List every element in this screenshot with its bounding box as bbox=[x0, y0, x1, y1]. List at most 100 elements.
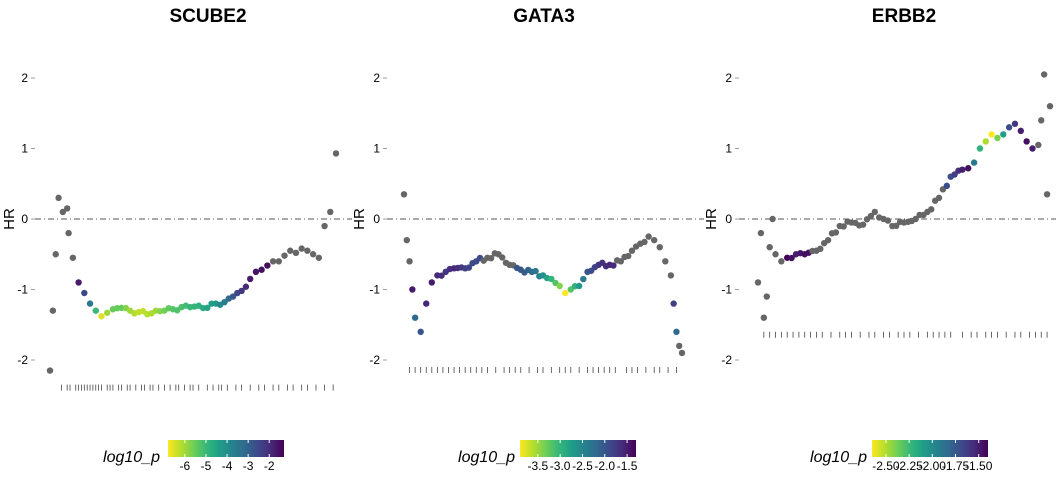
data-point bbox=[298, 245, 305, 252]
legend-tick-label: -2 bbox=[264, 459, 275, 473]
data-point bbox=[221, 298, 228, 306]
data-point bbox=[772, 251, 779, 258]
data-point bbox=[673, 328, 680, 335]
data-point bbox=[242, 283, 250, 290]
legend-tick-label: -4 bbox=[222, 459, 233, 473]
scube2-y-axis-label: HR bbox=[1, 208, 18, 230]
data-point bbox=[778, 258, 785, 265]
data-point bbox=[229, 293, 237, 300]
data-point bbox=[1029, 145, 1036, 152]
data-point bbox=[428, 279, 435, 286]
data-point bbox=[1035, 141, 1042, 149]
scube2-legend-title: log10_p bbox=[103, 449, 160, 466]
data-point bbox=[982, 138, 989, 145]
data-point bbox=[575, 282, 583, 290]
data-point bbox=[757, 229, 765, 237]
data-point bbox=[817, 245, 824, 253]
data-point bbox=[912, 215, 919, 223]
legend-tick-label: -2.25 bbox=[895, 459, 923, 473]
erbb2-chart: ERBB2 HR log10_p -2-1012-2.50-2.25-2.00-… bbox=[704, 6, 1056, 473]
scube2-chart: SCUBE2 HR log10_p -2 -1 0 1 2 -6 -5 -4 -3 -2 bbox=[1, 6, 352, 473]
data-point bbox=[625, 252, 632, 260]
data-point bbox=[411, 314, 419, 321]
data-point bbox=[465, 264, 473, 271]
data-point bbox=[438, 272, 445, 279]
y-tick-label: 1 bbox=[725, 142, 732, 156]
data-point bbox=[315, 254, 323, 261]
legend-colorbar bbox=[168, 440, 284, 457]
data-point bbox=[893, 222, 900, 230]
data-point bbox=[55, 194, 62, 202]
data-point bbox=[86, 300, 94, 307]
data-point bbox=[406, 258, 413, 265]
legend-tick-label: -2.0 bbox=[594, 459, 615, 473]
scube2-panel: SCUBE2 HR log10_p -2 -1 0 1 2 -6 -5 -4 -3 -2 bbox=[0, 0, 352, 480]
data-point bbox=[935, 194, 943, 202]
legend-colorbar bbox=[520, 440, 636, 457]
data-point bbox=[59, 208, 67, 216]
data-point bbox=[75, 279, 82, 286]
data-point bbox=[92, 307, 99, 314]
y-tick-label: -1 bbox=[721, 283, 732, 297]
data-point bbox=[423, 300, 430, 307]
data-point bbox=[763, 293, 770, 300]
data-point bbox=[610, 262, 617, 269]
data-point bbox=[292, 249, 300, 257]
data-point bbox=[409, 286, 416, 293]
erbb2-panel: ERBB2 HR log10_p -2 -1 0 1 2 -2.50 -2.25 -2.00-… bbox=[704, 0, 1056, 480]
data-point bbox=[247, 275, 254, 283]
data-point bbox=[766, 244, 773, 251]
y-tick-label: -2 bbox=[369, 353, 380, 367]
data-point bbox=[965, 165, 972, 172]
data-point bbox=[499, 254, 506, 261]
data-point bbox=[252, 268, 260, 276]
y-tick-label: 2 bbox=[725, 71, 732, 85]
data-point bbox=[104, 309, 111, 316]
data-point bbox=[943, 182, 951, 190]
legend-colorbar bbox=[872, 440, 988, 457]
data-point bbox=[1000, 131, 1007, 138]
data-point bbox=[754, 279, 762, 286]
y-tick-label: 0 bbox=[725, 212, 732, 226]
gata3-chart: GATA3 HR log10_p -2 -1 0 1 2 -3.5 -3.0 -2.5 -2.0… bbox=[352, 6, 704, 473]
data-point bbox=[1038, 117, 1045, 124]
gata3-y-axis-label: HR bbox=[352, 208, 368, 230]
gata3-legend-title: log10_p bbox=[458, 449, 515, 466]
y-tick-label: -2 bbox=[17, 353, 28, 367]
legend-tick-label: -1.5 bbox=[617, 459, 638, 473]
data-point bbox=[281, 252, 288, 259]
y-tick-label: 0 bbox=[373, 212, 380, 226]
data-point bbox=[840, 223, 847, 230]
legend-tick-label: -3 bbox=[243, 459, 254, 473]
data-point bbox=[287, 247, 294, 254]
data-point bbox=[98, 313, 105, 320]
data-point bbox=[258, 266, 265, 273]
erbb2-legend-title: log10_p bbox=[810, 449, 867, 466]
erbb2-title: ERBB2 bbox=[872, 6, 936, 27]
data-point bbox=[49, 307, 57, 314]
data-point bbox=[656, 244, 663, 251]
data-point bbox=[52, 251, 59, 258]
data-point bbox=[65, 229, 72, 237]
data-point bbox=[1011, 120, 1019, 128]
data-point bbox=[670, 300, 677, 307]
legend-tick-label: -3.5 bbox=[528, 459, 549, 473]
gata3-title: GATA3 bbox=[513, 6, 575, 27]
data-point bbox=[994, 134, 1001, 142]
data-point bbox=[867, 212, 875, 220]
legend-tick-label: -2.50 bbox=[872, 459, 900, 473]
data-point bbox=[988, 131, 995, 138]
y-tick-label: 1 bbox=[21, 142, 28, 156]
data-point bbox=[641, 238, 648, 246]
data-point bbox=[304, 247, 311, 254]
data-point bbox=[264, 262, 271, 269]
data-point bbox=[238, 287, 245, 295]
data-point bbox=[204, 304, 211, 312]
y-tick-label: -1 bbox=[369, 283, 380, 297]
data-point bbox=[678, 349, 686, 357]
erbb2-y-axis-label: HR bbox=[704, 208, 720, 230]
data-point bbox=[1040, 71, 1048, 78]
y-tick-label: 2 bbox=[373, 71, 380, 85]
y-tick-label: -2 bbox=[721, 353, 732, 367]
data-point bbox=[417, 328, 424, 335]
